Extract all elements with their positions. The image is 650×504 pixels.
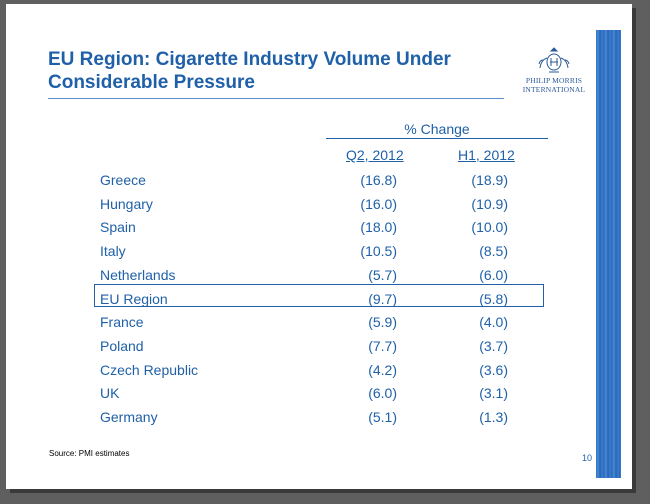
country-label: France <box>100 314 144 331</box>
country-label: Spain <box>100 219 136 236</box>
column-header-q2: Q2, 2012 <box>346 147 404 163</box>
decorative-side-bar <box>596 30 621 478</box>
q2-value: (16.8) <box>360 172 397 188</box>
column-header-h1: H1, 2012 <box>458 147 515 163</box>
q2-value: (18.0) <box>360 219 397 236</box>
q2-value: (5.1) <box>368 409 397 425</box>
country-label: Netherlands <box>100 266 176 283</box>
q2-value: (7.7) <box>368 337 397 354</box>
h1-value: (18.9) <box>471 172 508 188</box>
h1-value: (10.0) <box>471 219 508 236</box>
slide-title: EU Region: Cigarette Industry Volume Und… <box>48 49 451 93</box>
h1-value: (3.6) <box>479 361 508 378</box>
q2-value: (4.2) <box>368 361 397 378</box>
h1-value: (1.3) <box>479 409 508 425</box>
q2-value: (10.5) <box>360 243 397 260</box>
page-number: 10 <box>582 453 593 463</box>
country-label: Poland <box>100 337 144 354</box>
country-label: Hungary <box>100 195 153 212</box>
logo-text-line1: PHILIP MORRIS <box>525 76 583 85</box>
table-row: Hungary (16.0) (10.9) <box>6 193 596 217</box>
slide: EU Region: Cigarette Industry Volume Und… <box>6 4 632 489</box>
h1-value: (5.8) <box>479 290 508 307</box>
q2-value: (5.9) <box>368 314 397 331</box>
country-label: EU Region <box>100 290 168 307</box>
table-row: France (5.9) (4.0) <box>6 311 596 335</box>
eu-region-highlight-box <box>94 284 544 307</box>
title-underline <box>48 98 504 99</box>
h1-value: (3.7) <box>479 337 508 354</box>
q2-value: (5.7) <box>368 266 397 283</box>
q2-value: (9.7) <box>368 290 397 307</box>
h1-value: (4.0) <box>479 314 508 331</box>
country-label: UK <box>100 385 120 402</box>
crest-icon <box>538 47 570 73</box>
h1-value: (8.5) <box>479 243 508 260</box>
table-row: EU Region (9.7) (5.8) <box>6 288 596 312</box>
table-row: Greece (16.8) (18.9) <box>6 169 596 193</box>
table-row: Poland (7.7) (3.7) <box>6 335 596 359</box>
table-row: Italy (10.5) (8.5) <box>6 240 596 264</box>
country-label: Czech Republic <box>100 361 199 378</box>
q2-value: (6.0) <box>368 385 397 402</box>
table-row: Czech Republic (4.2) (3.6) <box>6 359 596 383</box>
h1-value: (6.0) <box>479 266 508 283</box>
percent-change-header: % Change <box>326 121 548 139</box>
country-label: Italy <box>100 243 126 260</box>
logo-text-line2: INTERNATIONAL <box>522 85 586 94</box>
table-row: Spain (18.0) (10.0) <box>6 216 596 240</box>
country-label: Germany <box>100 409 158 425</box>
table-row: Germany (5.1) (1.3) <box>6 406 596 430</box>
source-note: Source: PMI estimates <box>49 449 130 458</box>
table-row: UK (6.0) (3.1) <box>6 382 596 406</box>
q2-value: (16.0) <box>360 195 397 212</box>
table-row: Netherlands (5.7) (6.0) <box>6 264 596 288</box>
h1-value: (3.1) <box>479 385 508 402</box>
company-logo: PHILIP MORRIS INTERNATIONAL <box>518 46 590 106</box>
h1-value: (10.9) <box>471 195 508 212</box>
country-label: Greece <box>100 172 146 188</box>
